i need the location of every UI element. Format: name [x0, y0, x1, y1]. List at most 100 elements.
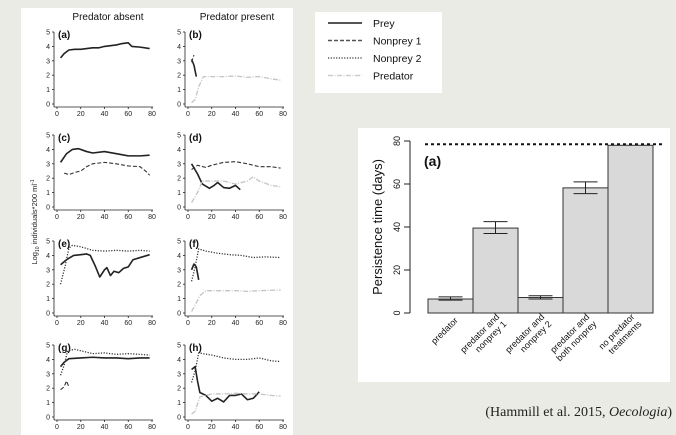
bar: [517, 297, 564, 314]
y-tick-label: 5: [46, 133, 50, 140]
x-tick-label: 60: [124, 111, 132, 118]
y-tick-label: 5: [177, 239, 181, 246]
bar: [427, 298, 474, 314]
y-tick-label: 2: [46, 73, 50, 80]
citation: (Hammill et al. 2015, Oecologia): [485, 405, 672, 420]
x-tick-label: 80: [279, 214, 287, 221]
y-tick-label: 2: [46, 282, 50, 289]
x-tick-label: 20: [208, 320, 216, 327]
x-tick-label: 20: [77, 424, 85, 431]
panel-label: (a): [58, 30, 70, 41]
legend-box: [315, 12, 442, 93]
y-tick-label: 0: [46, 415, 50, 422]
y-tick-label: 3: [177, 371, 181, 378]
x-tick-label: 0: [55, 320, 59, 327]
x-tick-label: 0: [186, 320, 190, 327]
y-tick-label: 80: [392, 136, 402, 146]
series-line-prey: [60, 253, 150, 278]
series-line-prey: [59, 356, 150, 368]
line-panel: 0 20 40 60 80 0 1 2 3 4 5 (d): [177, 133, 287, 222]
y-tick-label: 5: [46, 30, 50, 37]
x-tick-label: 80: [279, 320, 287, 327]
x-tick-label: 80: [148, 214, 156, 221]
y-tick-label: 0: [177, 205, 181, 212]
y-axis-label: Log10 individuals*200 ml-1: [30, 179, 41, 264]
x-tick-label: 40: [101, 424, 109, 431]
series-line-predator: [191, 392, 281, 415]
x-tick-label: 20: [77, 214, 85, 221]
x-tick-label: 40: [232, 214, 240, 221]
x-tick-label: 0: [186, 214, 190, 221]
x-tick-label: 20: [208, 424, 216, 431]
left-figure-background: [21, 8, 293, 435]
y-tick-label: 5: [177, 30, 181, 37]
column-header-present: Predator present: [200, 12, 275, 23]
y-tick-label: 1: [46, 190, 50, 197]
y-tick-label: 1: [46, 296, 50, 303]
line-panel: 0 20 40 60 80 0 1 2 3 4 5 (g): [46, 343, 156, 432]
y-tick-label: 1: [177, 296, 181, 303]
x-tick-label: 0: [186, 424, 190, 431]
x-tick-label: 60: [124, 214, 132, 221]
x-tick-label: 20: [77, 111, 85, 118]
y-tick-label: 0: [46, 102, 50, 109]
y-tick-label: 0: [177, 415, 181, 422]
series-line-nonprey-2: [190, 352, 281, 383]
x-tick-label: 40: [101, 320, 109, 327]
y-tick-label: 4: [46, 253, 50, 260]
series-line-predator: [191, 176, 281, 204]
x-tick-label: 0: [55, 111, 59, 118]
y-tick-label: 0: [177, 311, 181, 318]
series-line-prey: [59, 147, 150, 163]
x-tick-label: 40: [101, 214, 109, 221]
series-line-predator: [190, 289, 281, 312]
legend-label: Nonprey 1: [373, 36, 422, 48]
citation-journal: Oecologia: [609, 405, 667, 420]
y-tick-label: 3: [46, 371, 50, 378]
y-tick-label: 4: [177, 357, 181, 364]
y-tick-label: 1: [177, 400, 181, 407]
series-line-prey: [190, 163, 241, 191]
line-panel: 0 20 40 60 80 0 1 2 3 4 5 (c): [46, 133, 156, 222]
y-tick-label: 3: [177, 58, 181, 65]
panel-label: (f): [189, 239, 199, 250]
bar: [607, 144, 654, 314]
x-tick-label: 60: [124, 320, 132, 327]
x-tick-label: 60: [255, 214, 263, 221]
x-tick-label: 80: [279, 424, 287, 431]
y-tick-label: 2: [46, 386, 50, 393]
y-tick-label: 3: [46, 267, 50, 274]
y-tick-label: 5: [177, 343, 181, 350]
y-tick-label: 3: [177, 161, 181, 168]
column-header-absent: Predator absent: [72, 12, 143, 23]
series-line-prey: [59, 41, 150, 59]
panel-label: (a): [424, 153, 441, 169]
y-tick-label: 0: [392, 310, 402, 315]
y-tick-label: 3: [177, 267, 181, 274]
x-tick-label: 60: [255, 424, 263, 431]
y-tick-label: 2: [46, 176, 50, 183]
line-panel: 0 20 40 60 80 0 1 2 3 4 5 (e): [46, 239, 156, 328]
x-tick-label: 0: [55, 214, 59, 221]
x-tick-label: 20: [77, 320, 85, 327]
y-label-text: individuals*200 ml: [30, 184, 39, 247]
series-line-nonprey-1: [63, 161, 151, 176]
y-tick-label: 4: [46, 357, 50, 364]
y-tick-label: 1: [46, 87, 50, 94]
series-line-nonprey-1: [60, 380, 70, 391]
y-tick-label: 4: [177, 253, 181, 260]
x-tick-label: 0: [186, 111, 190, 118]
y-label-sub: 10: [35, 246, 41, 252]
y-tick-label: 0: [177, 102, 181, 109]
x-tick-label: 60: [124, 424, 132, 431]
series-line-prey: [191, 365, 260, 403]
panel-label: (d): [189, 133, 202, 144]
panel-label: (g): [58, 343, 71, 354]
x-tick-label: 80: [148, 424, 156, 431]
y-tick-label: 3: [46, 58, 50, 65]
line-panel: 0 20 40 60 80 0 1 2 3 4 5 (h): [177, 343, 287, 432]
panel-label: (b): [189, 30, 202, 41]
legend-label: Predator: [373, 71, 414, 83]
y-axis-label: Persistence time (days): [370, 159, 385, 295]
